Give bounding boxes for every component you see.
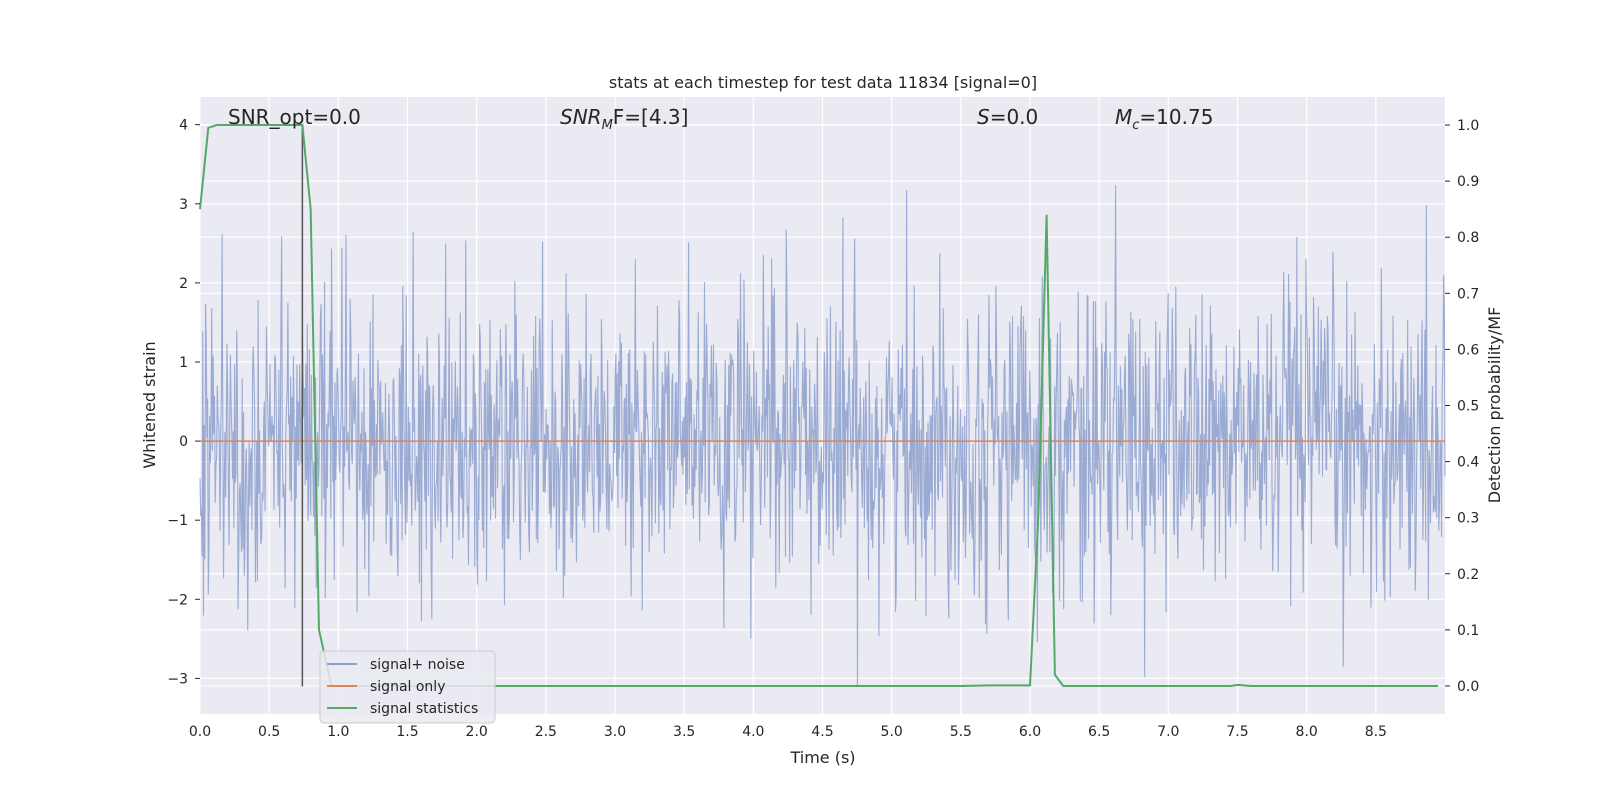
- y2-tick-label: 0.9: [1457, 174, 1479, 190]
- x-tick-label: 0.5: [258, 724, 280, 740]
- annotation-snr-mf-main: SNR: [560, 105, 602, 129]
- legend-label-signal-only: signal only: [370, 679, 445, 695]
- y2-tick-label: 0.1: [1457, 623, 1479, 639]
- y-axis-label: Whitened strain: [140, 341, 159, 468]
- annotation-mc-sub: c: [1132, 118, 1139, 133]
- x-tick-label: 1.5: [396, 724, 418, 740]
- y2-tick-label: 0.5: [1457, 399, 1479, 415]
- y-tick-label: −1: [167, 513, 188, 529]
- legend-label-signal-statistics: signal statistics: [370, 701, 478, 717]
- annotation-mc: Mc=10.75: [1115, 105, 1213, 133]
- annotation-s-symbol: S: [977, 105, 990, 129]
- x-tick-label: 5.5: [950, 724, 972, 740]
- noise-series: [199, 185, 1446, 687]
- y2-tick-label: 1.0: [1457, 118, 1479, 134]
- x-tick-label: 6.5: [1088, 724, 1110, 740]
- x-tick-label: 7.0: [1157, 724, 1179, 740]
- y-tick-label: 2: [179, 276, 188, 292]
- annotation-s-value: =0.0: [990, 105, 1039, 129]
- x-tick-label: 8.5: [1365, 724, 1387, 740]
- x-tick-label: 1.0: [327, 724, 349, 740]
- x-tick-label: 3.0: [604, 724, 626, 740]
- x-tick-label: 7.5: [1226, 724, 1248, 740]
- y-tick-label: 4: [179, 118, 188, 134]
- x-tick-label: 6.0: [1019, 724, 1041, 740]
- y2-tick-label: 0.8: [1457, 230, 1479, 246]
- y2-axis-ticks: 1.0 0.9 0.8 0.7 0.6 0.5 0.4 0.3 0.2 0.1 0.0: [1445, 118, 1479, 695]
- legend-box: [319, 650, 496, 724]
- annotation-s: S=0.0: [977, 105, 1038, 129]
- x-tick-label: 4.5: [811, 724, 833, 740]
- x-tick-label: 0.0: [189, 724, 211, 740]
- x-axis-ticks: 0.0 0.5 1.0 1.5 2.0 2.5 3.0 3.5 4.0 4.5 5.0 5.5 6.0 6…: [189, 724, 1387, 740]
- annotations: SNR_opt=0.0 SNRMF=[4.3] S=0.0 Mc=10.75: [228, 105, 1213, 133]
- annotation-snr-mf-sub: M: [602, 118, 613, 133]
- y2-tick-label: 0.2: [1457, 567, 1479, 583]
- annotation-snr-mf: SNRMF=[4.3]: [560, 105, 688, 133]
- x-tick-label: 2.5: [535, 724, 557, 740]
- x-tick-label: 3.5: [673, 724, 695, 740]
- y2-tick-label: 0.6: [1457, 342, 1479, 358]
- x-tick-label: 5.0: [881, 724, 903, 740]
- y-tick-label: −2: [167, 592, 188, 608]
- y-axis-ticks: 4 3 2 1 0 −1 −2 −3: [167, 118, 200, 687]
- y-tick-label: −3: [167, 671, 188, 687]
- legend-label-signal-noise: signal+ noise: [370, 657, 465, 673]
- series-line-signal-statistics: [199, 124, 1439, 687]
- x-axis-label: Time (s): [789, 748, 855, 767]
- x-tick-label: 2.0: [466, 724, 488, 740]
- annotation-mc-main: M: [1115, 105, 1132, 129]
- y2-tick-label: 0.7: [1457, 286, 1479, 302]
- annotation-snr-mf-rest: F=[4.3]: [613, 105, 689, 129]
- annotation-mc-value: =10.75: [1139, 105, 1213, 129]
- y2-tick-label: 0.4: [1457, 455, 1479, 471]
- y-tick-label: 0: [179, 434, 188, 450]
- annotation-snr-opt: SNR_opt=0.0: [228, 105, 361, 129]
- chart-title: stats at each timestep for test data 118…: [609, 73, 1037, 92]
- x-tick-label: 8.0: [1296, 724, 1318, 740]
- y-tick-label: 3: [179, 197, 188, 213]
- y2-tick-label: 0.3: [1457, 511, 1479, 527]
- y2-tick-label: 0.0: [1457, 679, 1479, 695]
- legend: signal+ noise signal only signal statist…: [319, 650, 496, 724]
- y2-axis-label: Detection probability/MF: [1485, 307, 1504, 504]
- series-line-signal-noise: [199, 185, 1446, 687]
- y-tick-label: 1: [179, 355, 188, 371]
- x-tick-label: 4.0: [742, 724, 764, 740]
- series-layer: [199, 124, 1445, 687]
